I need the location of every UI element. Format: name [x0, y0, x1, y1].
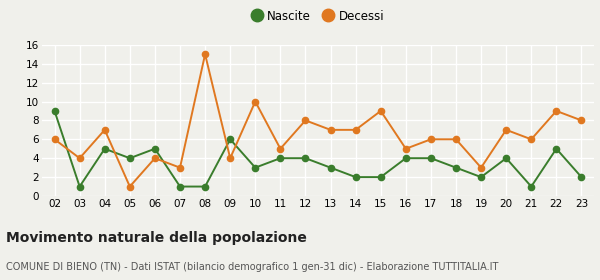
Legend: Nascite, Decessi: Nascite, Decessi: [247, 5, 389, 28]
Text: Movimento naturale della popolazione: Movimento naturale della popolazione: [6, 231, 307, 245]
Text: COMUNE DI BIENO (TN) - Dati ISTAT (bilancio demografico 1 gen-31 dic) - Elaboraz: COMUNE DI BIENO (TN) - Dati ISTAT (bilan…: [6, 262, 499, 272]
